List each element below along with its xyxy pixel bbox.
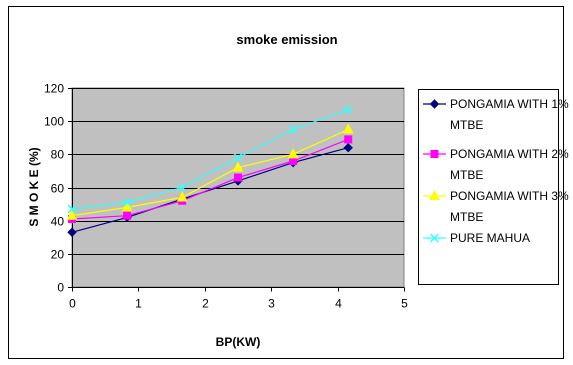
series-3 bbox=[66, 123, 354, 220]
axes bbox=[68, 88, 405, 292]
legend-swatch-marker bbox=[430, 150, 439, 158]
x-tick-label: 2 bbox=[202, 297, 209, 311]
series-layer bbox=[66, 105, 354, 237]
data-point bbox=[176, 191, 188, 202]
data-point bbox=[67, 204, 77, 214]
legend-label: PONGAMIA WITH 3% bbox=[450, 189, 569, 203]
legend-label: MTBE bbox=[450, 168, 483, 182]
data-point bbox=[121, 201, 133, 212]
data-point bbox=[233, 153, 243, 163]
data-point bbox=[177, 182, 187, 193]
x-tick-label: 3 bbox=[268, 297, 275, 311]
x-tick-label: 5 bbox=[401, 297, 408, 311]
legend-swatch-marker bbox=[429, 189, 440, 200]
y-tick-label: 40 bbox=[51, 215, 65, 229]
legend-label: MTBE bbox=[450, 118, 483, 132]
series-line bbox=[71, 109, 349, 210]
plot-area bbox=[71, 87, 405, 288]
data-point bbox=[344, 135, 353, 144]
data-point bbox=[67, 227, 77, 237]
legend-items: PONGAMIA WITH 1% MTBE PONGAMIA WITH 2% MTBE… bbox=[423, 97, 569, 245]
data-point bbox=[232, 161, 244, 172]
data-point bbox=[123, 211, 132, 220]
y-tick-labels: 0 20 40 60 80 100 120 bbox=[44, 82, 64, 295]
x-tick-labels: 0 1 2 3 4 5 bbox=[69, 297, 408, 311]
legend-entry: PONGAMIA WITH 2% MTBE bbox=[423, 147, 569, 182]
data-point bbox=[288, 124, 298, 134]
legend-label: PURE MAHUA bbox=[450, 231, 530, 245]
legend-entry: PURE MAHUA bbox=[423, 231, 530, 245]
legend-label: PONGAMIA WITH 2% bbox=[450, 147, 569, 161]
series-4 bbox=[67, 105, 353, 214]
legend-label: PONGAMIA WITH 1% bbox=[450, 97, 569, 111]
data-point bbox=[66, 209, 78, 220]
data-point bbox=[289, 156, 298, 165]
x-axis-title: BP(KW) bbox=[216, 335, 261, 349]
legend-entry: PONGAMIA WITH 1% MTBE bbox=[423, 97, 569, 132]
y-tick-label: 100 bbox=[44, 115, 64, 129]
series-line bbox=[71, 128, 349, 217]
x-tick-label: 0 bbox=[69, 297, 76, 311]
y-tick-label: 80 bbox=[51, 148, 65, 162]
y-tick-label: 20 bbox=[51, 248, 65, 262]
legend-swatch-marker bbox=[429, 233, 440, 243]
legend: PONGAMIA WITH 1% MTBE PONGAMIA WITH 2% MTBE… bbox=[418, 89, 569, 285]
legend-swatch-marker bbox=[429, 99, 440, 109]
data-point bbox=[287, 148, 299, 159]
legend-label: MTBE bbox=[450, 210, 483, 224]
y-tick-label: 60 bbox=[51, 182, 65, 196]
x-tick-label: 4 bbox=[335, 297, 342, 311]
series-line bbox=[71, 138, 349, 220]
legend-entry: PONGAMIA WITH 3% MTBE bbox=[423, 189, 569, 224]
y-axis-title: S M O K E (%) bbox=[27, 147, 41, 226]
data-point bbox=[122, 197, 132, 207]
data-point bbox=[343, 142, 353, 153]
data-point bbox=[342, 123, 354, 134]
chart-title: smoke emission bbox=[236, 32, 337, 47]
data-point bbox=[234, 173, 242, 182]
x-tick-label: 1 bbox=[135, 297, 142, 311]
y-tick-label: 120 bbox=[44, 82, 64, 96]
legend-box bbox=[418, 89, 559, 285]
series-line bbox=[71, 147, 349, 233]
y-tick-label: 0 bbox=[57, 281, 64, 295]
data-point bbox=[343, 105, 353, 115]
